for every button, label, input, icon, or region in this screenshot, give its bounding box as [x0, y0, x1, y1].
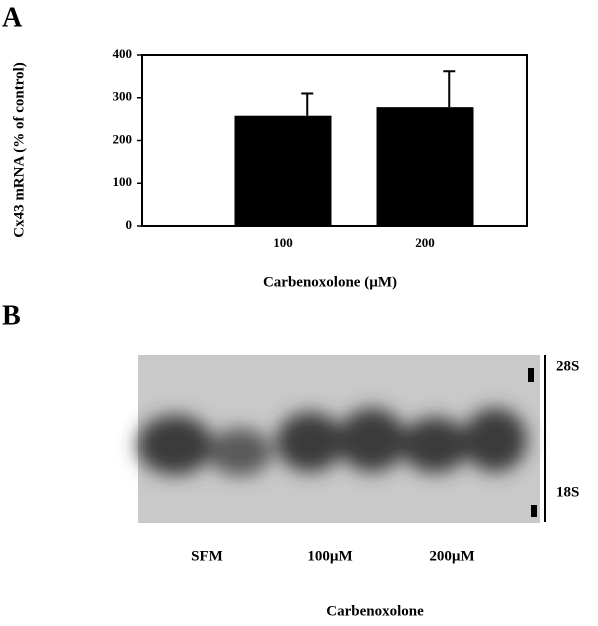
marker-label: 28S	[556, 358, 579, 374]
panel-label: A	[2, 2, 23, 33]
x-tick-label: 200	[415, 235, 435, 250]
lane-label: SFM	[191, 548, 223, 564]
blot-title: Carbenoxolone	[326, 603, 424, 619]
y-tick-label: 0	[126, 217, 133, 232]
blot-image	[137, 355, 546, 523]
lane-label: 200µM	[429, 548, 474, 564]
panel-label: B	[2, 300, 21, 331]
y-tick-label: 100	[113, 174, 133, 189]
bar	[376, 107, 474, 226]
marker-label: 18S	[556, 484, 579, 500]
lane-label: 100µM	[307, 548, 352, 564]
y-tick-label: 300	[113, 89, 133, 104]
x-tick-label: 100	[273, 235, 293, 250]
y-axis-title: Cx43 mRNA (% of control)	[11, 62, 27, 238]
plot-frame	[141, 54, 528, 227]
y-tick-label: 200	[113, 131, 133, 146]
y-tick-label: 400	[113, 46, 133, 61]
x-axis-title: Carbenoxolone (µM)	[263, 274, 397, 290]
bar	[234, 115, 332, 226]
